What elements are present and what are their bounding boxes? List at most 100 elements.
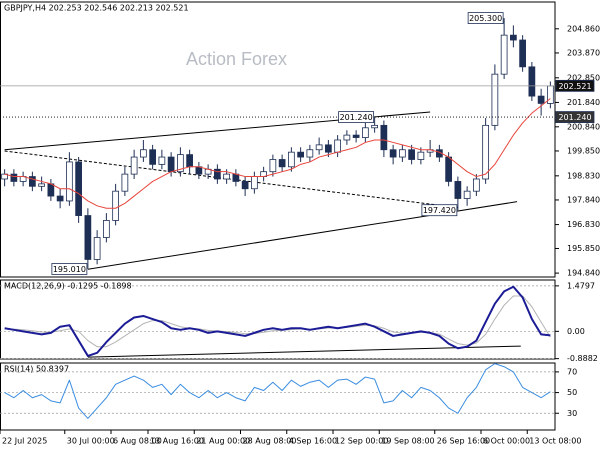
candle-body <box>84 215 92 260</box>
swing-label-box <box>51 263 88 275</box>
candle-body <box>232 173 240 182</box>
watermark: Action Forex <box>186 49 287 69</box>
candle-body <box>66 161 73 202</box>
swing-label: 195.010 <box>53 265 86 274</box>
candle-body <box>241 181 249 190</box>
candle-body <box>149 149 156 165</box>
candle-body <box>10 173 18 182</box>
candle-body <box>510 34 517 41</box>
candle-body <box>158 156 166 165</box>
y-tick-label: 194.840 <box>567 269 600 278</box>
y-tick-label: 0.00 <box>567 327 585 336</box>
x-tick-label: 4 Sep 16:00 <box>289 437 337 446</box>
x-tick-label: 30 Jul 00:00 <box>67 437 115 446</box>
swing-label: 205.300 <box>469 14 502 23</box>
candle-body <box>38 183 45 187</box>
level-label-box <box>555 111 595 123</box>
x-tick-label: 28 Aug 08:00 <box>243 437 297 446</box>
candle-body <box>519 39 526 68</box>
panel-title: RSI(14) 50.8397 <box>4 365 69 374</box>
candle-body <box>399 149 406 158</box>
y-tick-label: 30 <box>567 409 577 418</box>
candle-body <box>177 154 184 173</box>
candle-body <box>288 151 295 168</box>
trend-line <box>4 150 458 209</box>
panel-frame <box>0 362 556 431</box>
candle-body <box>408 149 415 160</box>
x-tick-label: 6 Aug 08:00 <box>113 437 162 446</box>
y-tick-label: 197.840 <box>567 195 600 204</box>
candle-body <box>56 195 64 202</box>
y-tick-label: 198.830 <box>567 171 600 180</box>
candle-body <box>454 181 462 199</box>
swing-label-box <box>467 12 504 24</box>
x-tick-label: 19 Sep 08:00 <box>381 437 434 446</box>
candle-body <box>380 124 388 151</box>
x-tick-label: 6 Oct 00:00 <box>483 437 530 446</box>
candle-body <box>223 173 230 180</box>
candle-body <box>47 183 55 197</box>
y-tick-label: 200.840 <box>567 122 600 131</box>
y-tick-label: 199.850 <box>567 146 600 155</box>
candle-body <box>528 66 536 97</box>
swing-label: 201.240 <box>340 113 373 122</box>
trend-line <box>87 345 521 358</box>
candle-body <box>186 154 193 168</box>
candle-body <box>121 173 129 192</box>
x-tick-label: 26 Sep 16:00 <box>437 437 490 446</box>
candle-body <box>371 124 378 129</box>
candle-body <box>463 190 471 199</box>
y-tick-label: 201.840 <box>567 98 600 107</box>
current-price-label-box <box>555 79 595 92</box>
current-price-label: 202.521 <box>558 82 591 91</box>
panel-title: MACD(12,26,9) -0.1295 -0.1898 <box>4 282 132 291</box>
x-tick-label: 13 Aug 16:00 <box>150 437 204 446</box>
candle-body <box>315 144 323 151</box>
candle-body <box>1 173 8 180</box>
candle-body <box>482 124 489 180</box>
x-tick-label: 13 Oct 08:00 <box>529 437 581 446</box>
candle-body <box>352 134 360 138</box>
candle-body <box>278 159 286 168</box>
candle-body <box>445 156 452 182</box>
candle-body <box>195 166 203 175</box>
y-tick-label: 1.4797 <box>567 281 595 290</box>
candle-body <box>130 156 138 175</box>
signal-line <box>4 295 551 348</box>
candle-body <box>251 176 258 190</box>
candle-body <box>500 34 508 75</box>
candle-body <box>473 178 480 192</box>
candle-body <box>389 149 397 158</box>
candle-body <box>269 159 277 173</box>
swing-label-box <box>421 204 458 217</box>
candle-body <box>140 149 147 158</box>
panel-frame <box>0 279 556 360</box>
candle-body <box>112 190 119 221</box>
y-tick-label: 195.850 <box>567 244 600 253</box>
candle-body <box>491 73 499 126</box>
x-tick-label: 21 Aug 00:00 <box>196 437 250 446</box>
candle-body <box>75 161 82 216</box>
candle-body <box>306 149 314 158</box>
y-tick-label: -0.8882 <box>567 354 598 363</box>
candle-body <box>103 220 110 238</box>
candle-body <box>537 95 545 104</box>
y-tick-label: 50 <box>567 388 577 397</box>
candle-body <box>343 134 351 141</box>
swing-label-box <box>338 111 375 123</box>
candle-body <box>29 176 36 187</box>
candle-body <box>417 151 425 160</box>
y-tick-label: 203.870 <box>567 48 600 57</box>
panel-frame <box>0 1 556 278</box>
candle-body <box>93 237 101 260</box>
macd-line <box>4 285 551 357</box>
candle-body <box>334 139 341 153</box>
level-label: 201.240 <box>558 113 591 122</box>
candle-body <box>167 156 175 173</box>
y-tick-label: 204.860 <box>567 24 600 33</box>
candle-body <box>325 144 332 153</box>
candle-body <box>214 168 221 180</box>
candle-body <box>362 127 369 138</box>
y-tick-label: 70 <box>567 367 577 376</box>
